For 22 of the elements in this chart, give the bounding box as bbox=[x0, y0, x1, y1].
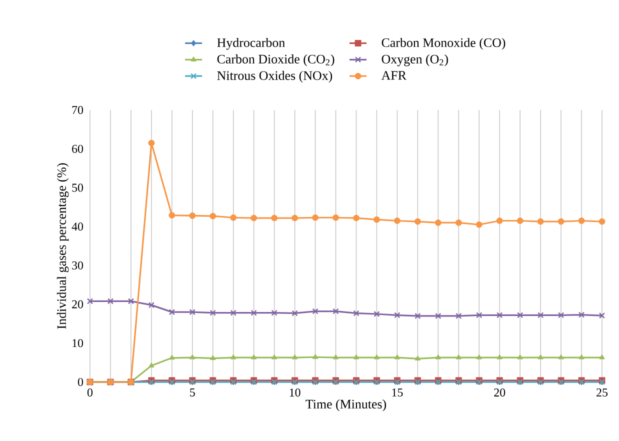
y-tick-label: 30 bbox=[72, 261, 84, 270]
x-tick-label: 0 bbox=[87, 388, 93, 397]
y-tick-label: 60 bbox=[72, 144, 84, 153]
y-tick-label: 50 bbox=[72, 184, 84, 192]
legend-label: Carbon Dioxide (CO$_{2}$) bbox=[217, 54, 334, 66]
x-tick-label: 15 bbox=[392, 388, 403, 397]
y-tick-label: 20 bbox=[72, 300, 84, 308]
x-tick-label: 25 bbox=[596, 388, 608, 397]
x-axis-title: Time (Minutes) bbox=[306, 399, 386, 412]
y-tick-label: 0 bbox=[78, 378, 84, 386]
legend-label: Carbon Monoxide (CO) bbox=[382, 38, 506, 50]
legend-label: Nitrous Oxides (NOx) bbox=[217, 70, 332, 83]
legend-label: Oxygen (O$_{2}$) bbox=[382, 54, 448, 66]
x-tick-label: 20 bbox=[494, 388, 506, 397]
y-tick-label: 70 bbox=[72, 106, 84, 114]
y-axis-title: Individual gases percentage (%) bbox=[56, 163, 69, 329]
legend-label: Hydrocarbon bbox=[217, 38, 285, 50]
x-tick-label: 5 bbox=[190, 388, 195, 396]
y-tick-label: 10 bbox=[72, 339, 84, 348]
x-tick-label: 10 bbox=[290, 388, 300, 397]
legend-label: AFR bbox=[381, 71, 406, 80]
y-tick-label: 40 bbox=[72, 222, 84, 231]
